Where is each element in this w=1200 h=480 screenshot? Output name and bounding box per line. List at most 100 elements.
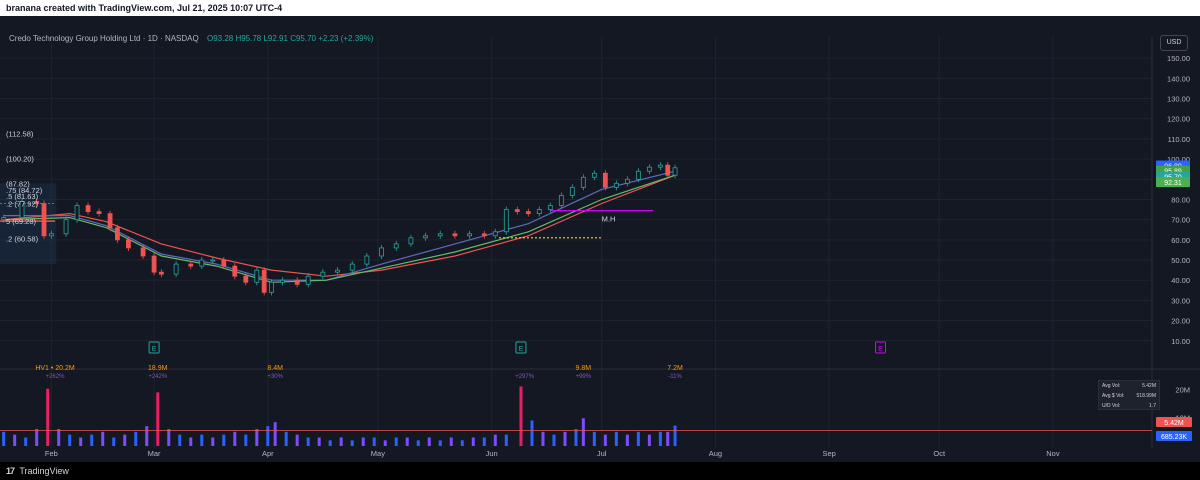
volume-bar [200,434,204,446]
candle-body [1,217,7,221]
candle-body [254,269,260,283]
month-tick-label: Nov [1046,449,1060,458]
volume-bar [574,429,578,446]
candle-body [364,255,370,265]
vol-stat-value: 5.42M [1142,383,1156,389]
candle-body [467,233,473,237]
volume-bar [350,440,354,446]
volume-bar [552,434,556,446]
volume-bar [592,431,596,446]
volume-bar [416,440,420,446]
volume-bar [519,386,523,446]
candle-body [48,233,54,237]
volume-bar [156,392,160,446]
vol-stat-row: U/D Vol: 1.7 [1099,401,1159,411]
price-chart[interactable]: 150.00140.00130.00120.00110.00100.0090.0… [0,16,1200,462]
candle-body [173,263,179,275]
volume-pct-label: +262% [46,374,66,380]
fib-box [0,183,57,265]
candle-body [243,275,249,283]
volume-bar [57,429,61,446]
earnings-marker [148,341,160,354]
candle-body [63,219,69,235]
candle-body [269,281,274,293]
volume-bar [482,437,486,446]
candle-body [159,271,164,275]
price-tag-text: 92.31 [1164,180,1182,187]
volume-pct-label: +242% [148,374,168,380]
fib-annotation: (87.82) [6,180,30,189]
candle-body [624,178,630,184]
volume-bar [112,437,116,446]
volume-bar [636,431,640,446]
month-tick-label: Feb [45,449,58,458]
currency-button[interactable]: USD [1160,35,1188,51]
tradingview-logo[interactable]: 17 TradingView [6,462,69,480]
volume-bar [233,431,237,446]
volume-bar [46,388,50,446]
fib-annotation: (112.58) [6,130,34,139]
candle-body [672,167,678,176]
candle-body [335,269,340,273]
low-value: L92.91 [263,34,288,43]
candle-body [393,243,399,249]
volume-tag-bg [1156,431,1192,441]
volume-bar [273,422,277,446]
candle-body [536,209,542,215]
vol-stat-row: Avg Vol: 5.42M [1099,381,1159,391]
candle-body [635,170,641,180]
volume-bar [530,420,534,446]
candle-body [602,172,608,188]
price-tick-label: 30.00 [1171,296,1190,305]
candle-body [261,269,267,293]
volume-label: 8.4M [267,365,283,372]
candle-body [305,275,311,285]
price-tick-label: 120.00 [1167,115,1190,124]
volume-bar [328,440,332,446]
candle-body [19,201,25,219]
volume-bar [625,434,629,446]
candle-body [232,265,238,277]
candle-body [379,247,384,257]
volume-tag-bg [1156,417,1192,427]
volume-tick-label: 20M [1175,385,1190,394]
volume-label: 7.2M [667,365,683,372]
fib-annotation: .2 (60.58) [6,235,39,244]
chart-area[interactable]: 150.00140.00130.00120.00110.00100.0090.0… [0,16,1200,462]
candle-body [558,195,564,206]
candle-body [280,279,285,283]
price-tick-label: 20.00 [1171,317,1190,326]
volume-bar [266,426,270,446]
month-tick-label: Aug [709,449,722,458]
price-tick-label: 50.00 [1171,256,1190,265]
volume-bar [295,434,299,446]
price-tick-label: 100.00 [1167,155,1190,164]
candle-body [41,203,47,237]
candle-body [34,201,40,204]
vol-stat-label: U/D Vol: [1102,403,1121,409]
ma-line-1 [3,174,676,277]
volume-pct-label: +30% [267,374,283,380]
vol-stat-row: Avg $ Vol: 518.99M [1099,391,1159,401]
volume-bar [101,431,105,446]
candle-body [547,205,553,210]
price-tag-bg [1156,177,1190,188]
volume-bar [211,437,215,446]
month-tick-label: Sep [822,449,835,458]
volume-bar [178,434,182,446]
caption-bar: branana created with TradingView.com, Ju… [0,0,1200,16]
volume-bar [24,437,28,446]
high-value: H95.78 [235,34,262,43]
candle-body [591,172,597,178]
volume-bar [658,431,662,446]
volume-bar [145,426,149,446]
candle-body [140,247,146,257]
fib-annotation: .2 (77.92) [6,200,39,209]
volume-bar [35,429,39,446]
volume-bar [361,437,365,446]
volume-bar [438,440,442,446]
candle-body [126,239,131,249]
earnings-marker [515,341,527,354]
volume-bar [405,437,409,446]
